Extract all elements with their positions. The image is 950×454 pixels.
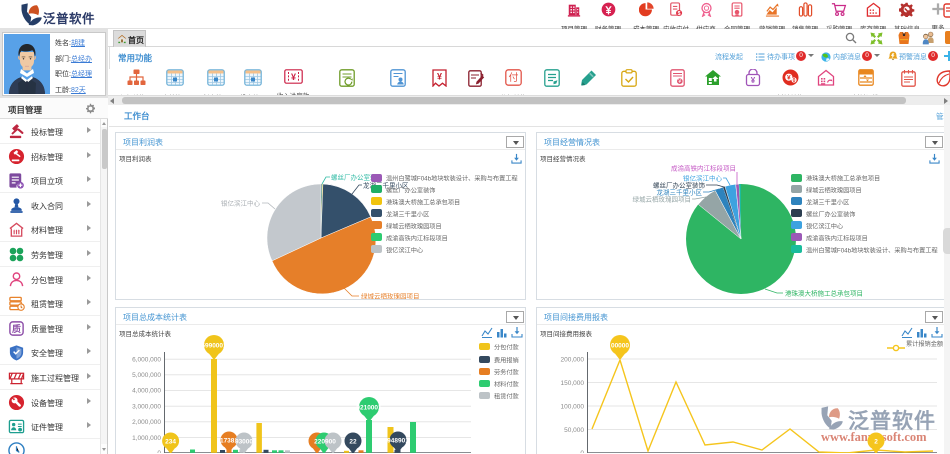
svg-text:付: 付 xyxy=(508,71,518,84)
svg-text:4,000,000: 4,000,000 xyxy=(132,388,161,395)
svg-text:泛普软件: 泛普软件 xyxy=(848,409,936,433)
svg-text:龙湖三千里小区: 龙湖三千里小区 xyxy=(657,188,703,197)
svg-text:龙湖三千里小区: 龙湖三千里小区 xyxy=(363,181,409,190)
svg-text:绿城云栖玫瑰园项目: 绿城云栖玫瑰园项目 xyxy=(361,292,420,300)
svg-text:成渝高铁内江标段项目: 成渝高铁内江标段项目 xyxy=(671,164,736,173)
svg-text:¥: ¥ xyxy=(290,72,295,82)
svg-text:948901: 948901 xyxy=(387,438,409,445)
svg-text:螺丝厂办公室装饰: 螺丝厂办公室装饰 xyxy=(653,181,706,190)
svg-text:银亿滨江中心: 银亿滨江中心 xyxy=(683,174,723,183)
svg-text:¥: ¥ xyxy=(751,76,756,85)
svg-text:0: 0 xyxy=(580,450,584,453)
svg-text:3,000,000: 3,000,000 xyxy=(132,404,161,411)
svg-text:1,000,000: 1,000,000 xyxy=(132,435,161,442)
svg-text:234: 234 xyxy=(165,439,176,446)
svg-text:200,000: 200,000 xyxy=(561,357,585,364)
svg-text:220900: 220900 xyxy=(314,439,336,446)
svg-text:2: 2 xyxy=(874,439,878,446)
svg-text:螺丝厂办公室装: 螺丝厂办公室装 xyxy=(331,173,377,182)
svg-text:17381: 17381 xyxy=(220,438,238,445)
svg-text:绿城云栖玫瑰园项目: 绿城云栖玫瑰园项目 xyxy=(633,195,692,204)
svg-text:$: $ xyxy=(678,11,681,17)
svg-text:港珠澳大桥施工总承包项目: 港珠澳大桥施工总承包项目 xyxy=(785,289,863,298)
svg-text:100,000: 100,000 xyxy=(561,404,585,411)
svg-text:2,000,000: 2,000,000 xyxy=(132,419,161,426)
svg-text:质: 质 xyxy=(12,323,21,334)
svg-text:6,000,000: 6,000,000 xyxy=(132,357,161,364)
svg-text:9210001: 9210001 xyxy=(356,405,382,412)
svg-text:银亿滨江中心: 银亿滨江中心 xyxy=(221,199,261,208)
svg-text:93000: 93000 xyxy=(235,439,253,446)
svg-text:00000: 00000 xyxy=(611,343,629,350)
svg-text:50,000: 50,000 xyxy=(564,427,584,434)
svg-text:¥: ¥ xyxy=(436,72,441,82)
svg-text:¥: ¥ xyxy=(678,79,682,85)
svg-text:0: 0 xyxy=(792,78,795,84)
svg-text:5,000,000: 5,000,000 xyxy=(132,372,161,379)
svg-text:150,000: 150,000 xyxy=(561,380,585,387)
svg-text:¥: ¥ xyxy=(786,75,790,82)
svg-text:5990001: 5990001 xyxy=(201,343,227,350)
svg-text:22: 22 xyxy=(349,439,357,446)
svg-text:0: 0 xyxy=(157,450,161,453)
